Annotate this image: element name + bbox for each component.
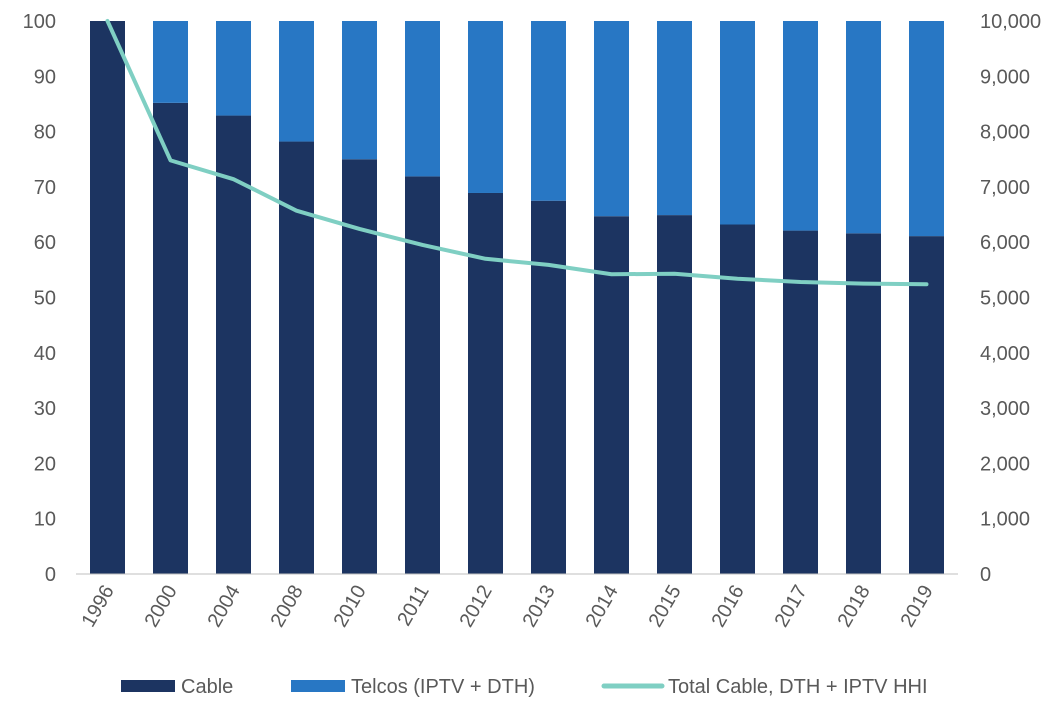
right-tick-label: 4,000 [980, 343, 1030, 365]
legend-swatch-1 [291, 680, 345, 692]
bar-telcos-2000 [153, 21, 188, 103]
right-tick-label: 3,000 [980, 398, 1030, 420]
bar-cable-2012 [468, 193, 503, 574]
bar-cable-2015 [657, 215, 692, 574]
left-tick-label: 50 [34, 288, 56, 310]
x-tick-label: 2014 [582, 582, 623, 632]
bar-cable-2000 [153, 103, 188, 574]
x-tick-label: 2011 [393, 582, 434, 630]
x-tick-label: 2018 [834, 582, 875, 632]
bar-telcos-2018 [846, 21, 881, 233]
right-tick-label: 7,000 [980, 177, 1030, 199]
bar-cable-2014 [594, 216, 629, 574]
left-axis-ticks: 0 10 20 30 40 50 60 70 80 90 100 [23, 11, 56, 586]
right-tick-label: 1,000 [980, 509, 1030, 531]
x-tick-label: 2013 [519, 582, 560, 632]
left-tick-label: 10 [34, 509, 56, 531]
x-tick-label: 2012 [456, 582, 497, 632]
x-tick-label: 2004 [204, 582, 245, 632]
x-tick-label: 1996 [78, 582, 119, 632]
left-tick-label: 0 [45, 564, 56, 586]
left-tick-label: 70 [34, 177, 56, 199]
bar-telcos-2010 [342, 21, 377, 159]
bar-telcos-2008 [279, 21, 314, 142]
x-tick-label: 2017 [771, 582, 812, 632]
x-tick-label: 2016 [708, 582, 749, 632]
right-axis-ticks: 0 1,000 2,000 3,000 4,000 5,000 6,000 7,000 8,00… [980, 11, 1041, 586]
x-tick-label: 2015 [645, 582, 686, 632]
right-tick-label: 5,000 [980, 288, 1030, 310]
right-tick-label: 0 [980, 564, 991, 586]
left-tick-label: 90 [34, 66, 56, 88]
bar-cable-2010 [342, 159, 377, 574]
bar-telcos-2011 [405, 21, 440, 176]
bar-cable-1996 [90, 21, 125, 574]
bars-layer [90, 21, 944, 574]
bar-telcos-2019 [909, 21, 944, 236]
bar-telcos-2015 [657, 21, 692, 215]
left-tick-label: 100 [23, 11, 56, 33]
right-tick-label: 10,000 [980, 11, 1041, 33]
right-tick-label: 9,000 [980, 66, 1030, 88]
x-tick-label: 2008 [267, 582, 308, 632]
left-tick-label: 30 [34, 398, 56, 420]
left-tick-label: 20 [34, 453, 56, 475]
bar-telcos-2016 [720, 21, 755, 225]
right-tick-label: 6,000 [980, 232, 1030, 254]
bar-telcos-2017 [783, 21, 818, 231]
left-tick-label: 60 [34, 232, 56, 254]
x-axis-ticks: 1996 2000 2004 2008 2010 2011 2012 2013 2014 2015… [78, 582, 938, 632]
x-tick-label: 2010 [330, 582, 371, 632]
left-tick-label: 80 [34, 122, 56, 144]
right-tick-label: 2,000 [980, 453, 1030, 475]
bar-cable-2019 [909, 236, 944, 574]
legend-label-1: Telcos (IPTV + DTH) [351, 676, 535, 698]
legend-swatch-0 [121, 680, 175, 692]
x-tick-label: 2019 [897, 582, 938, 632]
left-tick-label: 40 [34, 343, 56, 365]
x-tick-label: 2000 [141, 582, 182, 632]
bar-cable-2013 [531, 201, 566, 574]
bar-telcos-2004 [216, 21, 251, 116]
legend-label-2: Total Cable, DTH + IPTV HHI [668, 676, 928, 698]
bar-telcos-2014 [594, 21, 629, 216]
bar-cable-2011 [405, 176, 440, 574]
bar-telcos-2013 [531, 21, 566, 201]
legend: Cable Telcos (IPTV + DTH) Total Cable, DTH… [121, 676, 928, 698]
right-tick-label: 8,000 [980, 122, 1030, 144]
legend-label-0: Cable [181, 676, 233, 698]
bar-telcos-2012 [468, 21, 503, 193]
